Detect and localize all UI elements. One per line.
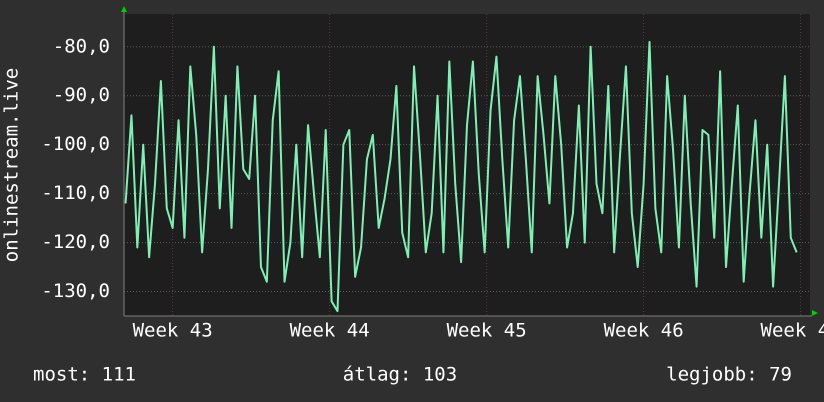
footer-average: átlag: 103 bbox=[343, 364, 457, 386]
x-tick-label: Week 44 bbox=[290, 320, 370, 342]
y-tick-label: -130,0 bbox=[41, 280, 110, 302]
x-tick-label: Week 45 bbox=[447, 320, 527, 342]
axis-arrow bbox=[121, 6, 127, 12]
y-tick-label: -100,0 bbox=[41, 133, 110, 155]
y-tick-label: -110,0 bbox=[41, 182, 110, 204]
data-line bbox=[124, 40, 798, 313]
axis-arrow bbox=[812, 310, 818, 316]
footer-best: legjobb: 79 bbox=[666, 364, 792, 386]
y-tick-label: -80,0 bbox=[53, 35, 110, 57]
plot-area bbox=[124, 14, 810, 316]
x-tick-label: Week 43 bbox=[133, 320, 213, 342]
y-axis-label: onlinestream.live bbox=[1, 68, 23, 262]
y-tick-label: -120,0 bbox=[41, 231, 110, 253]
y-tick-label: -90,0 bbox=[53, 84, 110, 106]
x-tick-label: Week 46 bbox=[604, 320, 684, 342]
x-tick-label: Week 47 bbox=[761, 320, 824, 342]
footer-current: most: 111 bbox=[33, 364, 136, 386]
